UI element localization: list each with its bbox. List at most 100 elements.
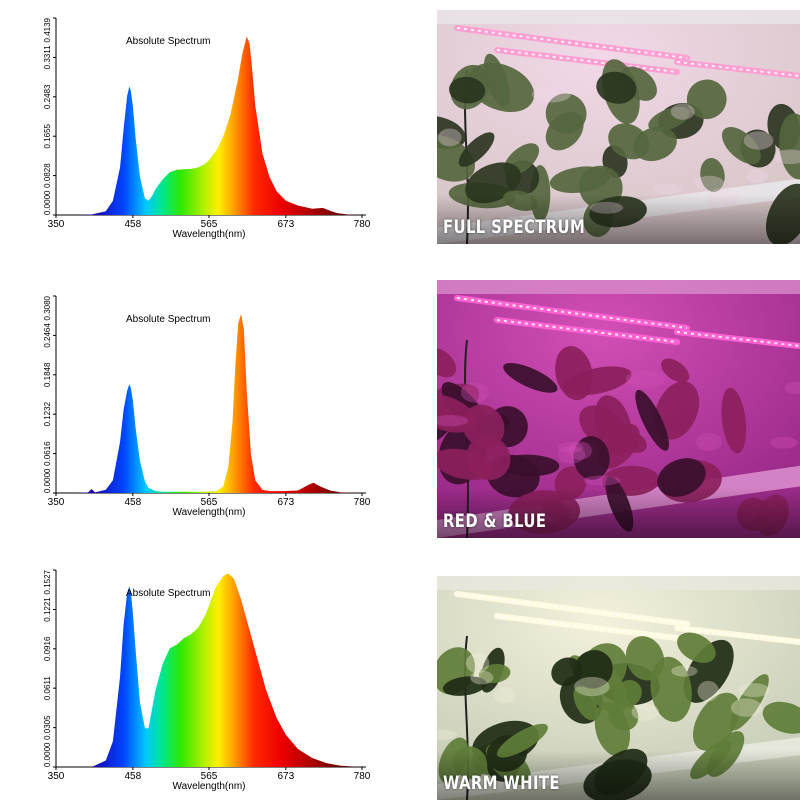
panel-warm-white: 350 458 565 673 780 0.0000 0.0305 0.0611 0.0916 0… [0,552,800,812]
leaf-shape [596,71,637,104]
leaf-shape [620,431,647,453]
spectrum-chart-3: 350 458 565 673 780 0.0000 0.0305 0.0611 0.0916 0… [43,569,371,792]
shelf-top [437,10,800,24]
led-diodes [496,319,678,343]
led-diodes [496,615,678,639]
leaf-highlight [743,131,774,150]
x-axis-label: Wavelength(nm) [173,781,246,792]
spectrum-area [56,573,362,767]
leaf-shape [657,458,706,497]
led-tube [454,591,690,627]
leaf-shape [683,639,734,703]
y-tick-label: 0.1527 [43,569,52,594]
led-tube [674,329,800,349]
x-axis-label: Wavelength(nm) [173,229,246,240]
photo-label-full-spectrum: FULL SPECTRUM [443,216,586,238]
y-tick-label: 0.1232 [43,401,52,426]
leaf-highlight [465,653,490,674]
spectrum-chart-2: 350 458 565 673 780 0.0000 0.0616 0.1232 0.1848 0… [43,295,371,518]
x-tick-label: 673 [278,219,295,230]
leaf-shape [594,701,631,757]
photo-full-spectrum: FULL SPECTRUM [437,10,800,244]
chart-title: Absolute Spectrum [126,588,211,599]
leaf-highlight [773,149,800,165]
leaf-shape [442,676,487,696]
led-tube [674,625,800,645]
leaf-shape [503,363,558,393]
y-tick-label: 0.1848 [43,362,52,387]
leaf-highlight [694,175,725,192]
leaf-highlight [437,414,469,427]
leaf-shape [465,436,511,481]
leaf-shape [483,53,510,107]
y-tick-label: 0.0000 [43,468,52,493]
y-tick-label: 0.4139 [43,17,52,42]
led-diodes [496,49,678,73]
leaf-shape [496,723,548,758]
x-tick-label: 673 [278,497,295,508]
leaf-highlight [746,169,768,184]
leaf-shape [555,346,593,401]
leaf-shape [497,454,560,477]
leaf-highlight [670,103,695,120]
x-tick-label: 458 [125,219,142,230]
x-tick-label: 458 [125,771,142,782]
y-tick-label: 0.1655 [43,123,52,148]
y-tick-label: 0.2464 [43,323,52,348]
photo-shade [437,750,800,800]
panel-full-spectrum: 350 458 565 673 780 0.0000 0.0828 0.1655 0.2483 0… [0,0,800,260]
x-tick-label: 565 [201,219,218,230]
leaf-highlight [568,441,592,460]
y-tick-label: 0.3311 [43,45,52,69]
leaf-highlight [437,729,458,741]
y-tick-label: 0.3080 [43,295,52,320]
shelf-top [437,280,800,294]
leaf-shape [779,113,800,180]
y-tick-label: 0.2483 [43,84,52,109]
leaf-shape [648,106,690,132]
spectrum-chart-1: 350 458 565 673 780 0.0000 0.0828 0.1655 0.2483 0… [43,17,371,240]
leaf-shape [458,132,495,167]
y-tick-label: 0.0828 [43,163,52,188]
x-tick-label: 565 [201,497,218,508]
x-tick-label: 780 [354,497,371,508]
leaf-highlight [583,475,621,486]
leaf-highlight [493,687,516,704]
leaf-shape [661,358,690,383]
leaf-shape [545,93,587,134]
leaf-shape [574,650,613,689]
leaf-shape [721,387,747,454]
leaf-shape [635,389,669,451]
leaf-shape [449,76,486,104]
leaf-shape [729,674,769,731]
leaf-highlight [631,703,660,721]
x-axis-label: Wavelength(nm) [173,507,246,518]
photo-label-red-blue: RED & BLUE [443,510,547,532]
chart-title: Absolute Spectrum [126,36,211,47]
x-tick-label: 673 [278,771,295,782]
led-tube [454,295,690,331]
leaf-shape [437,394,476,433]
leaf-shape [437,347,457,378]
leaf-shape [721,127,761,165]
leaf-highlight [697,680,719,702]
leaf-shape [650,656,692,722]
leaf-highlight [625,370,666,389]
y-tick-label: 0.0000 [43,190,52,215]
leaf-highlight [460,382,490,403]
leaf-highlight [671,665,698,677]
x-tick-label: 780 [354,219,371,230]
leaf-shape [608,123,650,160]
spectrum-area [56,36,362,216]
leaf-shape [700,158,725,192]
panel-red-blue: 350 458 565 673 780 0.0000 0.0616 0.1232 0.1848 0… [0,278,800,538]
photo-label-warm-white: WARM WHITE [443,772,560,794]
leaf-highlight [770,436,798,449]
leaf-shape [677,632,716,663]
y-tick-label: 0.0305 [43,715,52,740]
leaf-highlight [730,698,762,717]
leaf-shape [762,701,800,734]
leaf-highlight [738,683,770,698]
y-tick-label: 0.1221 [43,597,52,622]
y-tick-label: 0.0616 [43,441,52,466]
